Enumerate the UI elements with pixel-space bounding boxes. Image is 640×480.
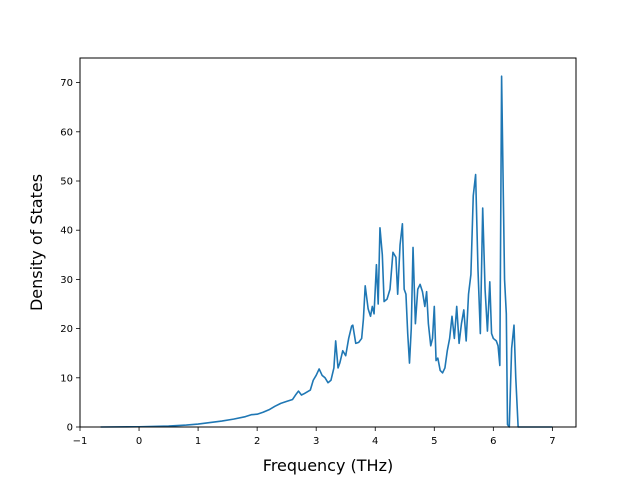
x-axis-ticks: −1 0 1 2 3 4 5 6 7: [73, 427, 556, 447]
y-axis-ticks: 0 10 20 30 40 50 60 70: [60, 78, 80, 434]
x-tick-label: −1: [73, 436, 88, 447]
x-tick-label: 7: [549, 436, 555, 447]
x-tick-label: 5: [431, 436, 437, 447]
x-tick-label: 2: [254, 436, 260, 447]
x-axis-label: Frequency (THz): [263, 456, 393, 475]
plot-frame: [79, 57, 577, 428]
y-tick-label: 50: [60, 177, 73, 188]
x-tick-label: 3: [313, 436, 319, 447]
series-line-group: [100, 75, 553, 428]
y-tick-label: 20: [60, 324, 73, 335]
y-axis-label: Density of States: [27, 174, 46, 311]
y-tick-label: 60: [60, 127, 73, 138]
series-line-0: [100, 75, 553, 428]
y-tick-label: 40: [60, 226, 73, 237]
y-tick-label: 70: [60, 78, 73, 89]
x-tick-label: 6: [490, 436, 496, 447]
y-tick-label: 10: [60, 373, 73, 384]
x-tick-label: 0: [136, 436, 142, 447]
y-tick-label: 30: [60, 275, 73, 286]
x-tick-label: 4: [372, 436, 378, 447]
x-tick-label: 1: [195, 436, 201, 447]
y-tick-label: 0: [67, 423, 73, 434]
